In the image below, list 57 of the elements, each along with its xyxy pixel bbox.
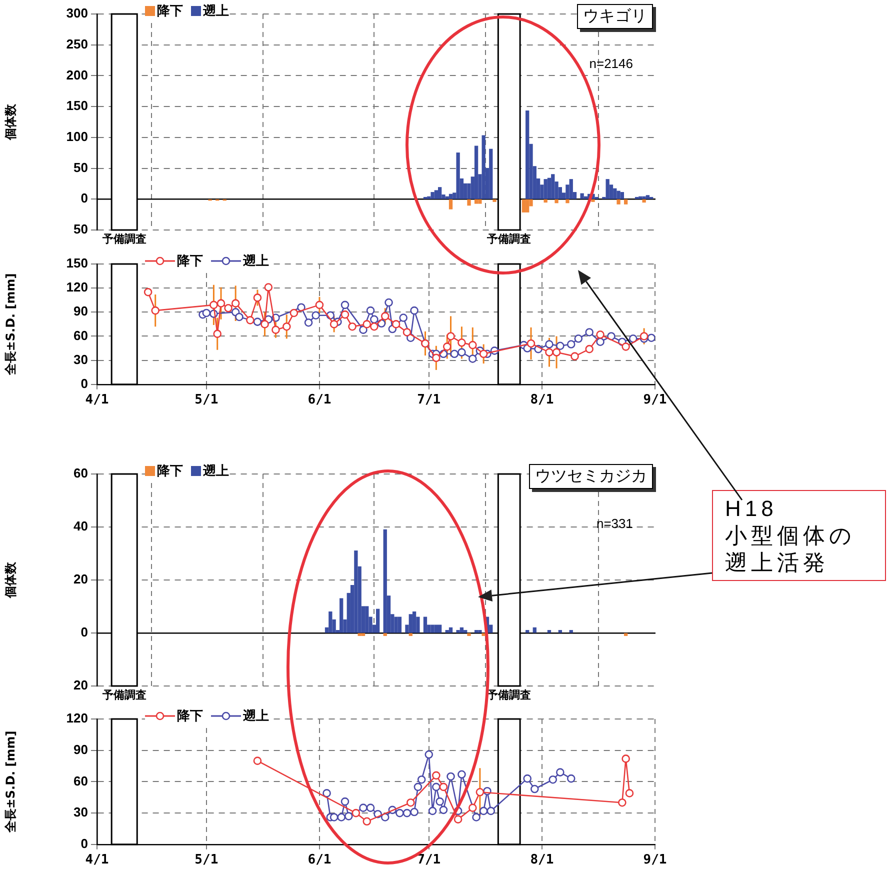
y-tick-label: 60 <box>74 773 88 788</box>
chart-title: ウツセミカジカ <box>529 464 653 489</box>
y-tick-label: 90 <box>74 304 88 319</box>
annotation: n=2146 <box>589 56 633 71</box>
y-tick-label: 0 <box>80 190 88 206</box>
x-tick-label: 4/1 <box>85 852 109 868</box>
y-tick-label: 90 <box>74 742 88 757</box>
y-tick-label: 30 <box>74 352 88 367</box>
legend-label: 遡上 <box>203 2 229 20</box>
y-tick-label: 250 <box>66 36 88 52</box>
y-axis-title: 個体数 <box>3 103 18 141</box>
y-tick-label: 20 <box>74 572 88 587</box>
y-tick-label: 0 <box>80 376 88 391</box>
annotation: n=331 <box>596 516 633 531</box>
y-tick-label: 20 <box>74 678 88 693</box>
y-tick-label: 40 <box>74 518 88 534</box>
y-tick-label: 0 <box>80 836 88 851</box>
x-tick-label: 5/1 <box>194 392 218 408</box>
text: H18 小型個体の遡上活発 <box>712 490 886 581</box>
chart-title: ウキゴリ <box>577 4 653 29</box>
y-tick-label: 50 <box>74 160 88 175</box>
band-label: 予備調査 <box>486 688 532 702</box>
y-tick-label: 150 <box>66 256 88 271</box>
y-tick-label: 300 <box>66 6 88 21</box>
x-tick-label: 9/1 <box>643 392 667 408</box>
y-tick-label: 120 <box>66 710 88 726</box>
x-tick-label: 7/1 <box>417 392 441 408</box>
x-tick-label: 6/1 <box>308 852 332 868</box>
x-tick-label: 7/1 <box>417 852 441 868</box>
x-tick-label: 8/1 <box>530 852 554 868</box>
y-tick-label: 60 <box>74 466 88 481</box>
legend-label: 降下 <box>157 462 183 480</box>
legend-label: 降下 <box>177 707 203 725</box>
legend-label: 降下 <box>177 252 203 270</box>
legend-label: 遡上 <box>243 707 269 725</box>
x-tick-label: 8/1 <box>530 392 554 408</box>
y-axis-title: 全長±S.D. [mm] <box>3 273 18 376</box>
y-tick-label: 100 <box>66 129 88 144</box>
legend-label: 遡上 <box>203 462 229 480</box>
y-tick-label: 0 <box>80 624 88 640</box>
band-label: 予備調査 <box>101 688 146 702</box>
x-tick-label: 5/1 <box>194 852 218 868</box>
y-tick-label: 150 <box>66 98 88 114</box>
y-tick-label: 120 <box>66 280 88 295</box>
legend-label: 遡上 <box>243 252 269 270</box>
legend-label: 降下 <box>157 2 183 20</box>
y-tick-label: 30 <box>74 804 88 820</box>
y-tick-label: 50 <box>74 222 88 237</box>
y-axis-title: 全長±S.D. [mm] <box>3 730 18 834</box>
y-tick-label: 60 <box>74 328 88 343</box>
x-tick-label: 4/1 <box>85 392 109 408</box>
x-tick-label: 9/1 <box>643 852 667 868</box>
x-tick-label: 6/1 <box>308 392 332 408</box>
band-label: 予備調査 <box>486 232 532 246</box>
y-tick-label: 200 <box>66 67 88 82</box>
band-label: 予備調査 <box>101 232 146 246</box>
y-axis-title: 個体数 <box>3 561 18 599</box>
